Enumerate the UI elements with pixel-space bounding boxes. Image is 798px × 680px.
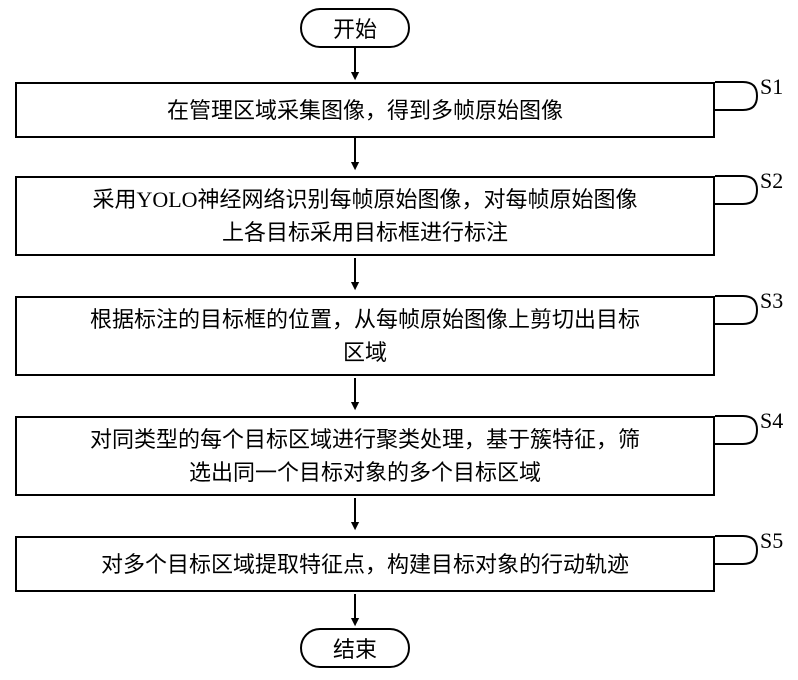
arrow-s3-s4	[354, 378, 356, 402]
process-s3: 根据标注的目标框的位置，从每帧原始图像上剪切出目标 区域	[15, 296, 715, 376]
start-terminal: 开始	[300, 8, 410, 48]
arrow-s1-s2	[354, 138, 356, 162]
process-s5-text: 对多个目标区域提取特征点，构建目标对象的行动轨迹	[101, 548, 629, 581]
step-label-s5: S5	[760, 528, 783, 554]
process-s3-line1: 根据标注的目标框的位置，从每帧原始图像上剪切出目标	[90, 303, 640, 336]
process-s4: 对同类型的每个目标区域进行聚类处理，基于簇特征，筛 选出同一个目标对象的多个目标…	[15, 416, 715, 496]
process-s5: 对多个目标区域提取特征点，构建目标对象的行动轨迹	[15, 536, 715, 592]
process-s1-text: 在管理区域采集图像，得到多帧原始图像	[167, 94, 563, 127]
process-s4-line1: 对同类型的每个目标区域进行聚类处理，基于簇特征，筛	[90, 423, 640, 456]
step-label-s1: S1	[760, 74, 783, 100]
step-label-s3: S3	[760, 288, 783, 314]
process-s3-line2: 区域	[343, 336, 387, 369]
process-s2-line2: 上各目标采用目标框进行标注	[222, 216, 508, 249]
end-terminal: 结束	[300, 628, 410, 668]
flowchart-container: 开始 在管理区域采集图像，得到多帧原始图像 S1 采用YOLO神经网络识别每帧原…	[0, 0, 798, 680]
arrow-s5-end	[354, 594, 356, 618]
arrow-start-s1	[354, 48, 356, 72]
arrow-s2-s3	[354, 258, 356, 282]
step-label-s4: S4	[760, 408, 783, 434]
start-text: 开始	[333, 12, 377, 44]
process-s1: 在管理区域采集图像，得到多帧原始图像	[15, 82, 715, 138]
process-s4-line2: 选出同一个目标对象的多个目标区域	[189, 456, 541, 489]
step-label-s2: S2	[760, 168, 783, 194]
process-s2-line1: 采用YOLO神经网络识别每帧原始图像，对每帧原始图像	[92, 183, 637, 216]
end-text: 结束	[333, 632, 377, 664]
arrow-s4-s5	[354, 498, 356, 522]
process-s2: 采用YOLO神经网络识别每帧原始图像，对每帧原始图像 上各目标采用目标框进行标注	[15, 176, 715, 256]
